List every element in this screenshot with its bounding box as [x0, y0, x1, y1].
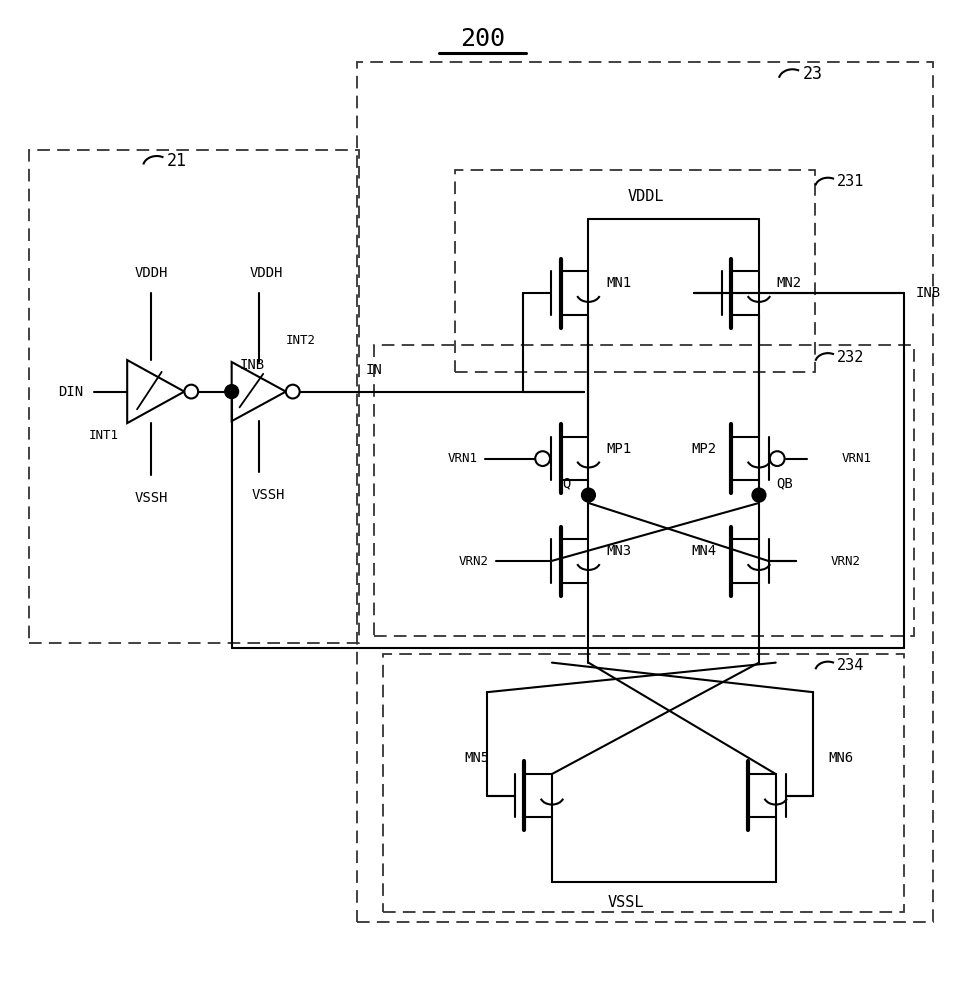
Text: 234: 234: [837, 658, 865, 673]
Text: MN3: MN3: [606, 544, 631, 558]
Text: VSSH: VSSH: [134, 491, 168, 505]
Text: MP2: MP2: [692, 442, 717, 456]
Text: IN: IN: [365, 363, 382, 377]
Text: VRN2: VRN2: [831, 555, 861, 568]
Text: 200: 200: [460, 27, 505, 51]
Circle shape: [536, 451, 550, 466]
Text: INB: INB: [239, 358, 264, 372]
Text: VSSL: VSSL: [608, 895, 645, 910]
Text: MN5: MN5: [465, 751, 490, 765]
Text: INB: INB: [916, 286, 941, 300]
Circle shape: [582, 488, 595, 502]
Text: 21: 21: [167, 152, 186, 170]
Text: VRN1: VRN1: [841, 452, 871, 465]
Text: MN6: MN6: [828, 751, 853, 765]
Circle shape: [770, 451, 785, 466]
Text: INT2: INT2: [286, 334, 316, 347]
Text: VRN2: VRN2: [459, 555, 489, 568]
Circle shape: [184, 385, 198, 398]
Text: 232: 232: [837, 350, 865, 365]
Text: 231: 231: [837, 174, 865, 189]
Text: VSSH: VSSH: [252, 488, 286, 502]
Text: VDDH: VDDH: [134, 266, 168, 280]
Circle shape: [752, 488, 766, 502]
Bar: [455, 170, 815, 372]
Text: Q: Q: [563, 476, 570, 490]
Text: MP1: MP1: [606, 442, 631, 456]
Text: VDDH: VDDH: [250, 266, 284, 280]
Circle shape: [286, 385, 300, 398]
Text: INT1: INT1: [89, 429, 119, 442]
Text: DIN: DIN: [58, 385, 83, 399]
Text: QB: QB: [777, 476, 793, 490]
Bar: [29, 150, 359, 643]
Text: MN1: MN1: [606, 276, 631, 290]
Text: VDDL: VDDL: [627, 189, 664, 204]
Bar: [373, 345, 914, 636]
Text: MN2: MN2: [777, 276, 802, 290]
Bar: [383, 654, 904, 912]
Text: VRN1: VRN1: [448, 452, 478, 465]
Circle shape: [225, 385, 238, 398]
Text: 23: 23: [803, 65, 823, 83]
Text: MN4: MN4: [692, 544, 717, 558]
Bar: [357, 62, 933, 922]
